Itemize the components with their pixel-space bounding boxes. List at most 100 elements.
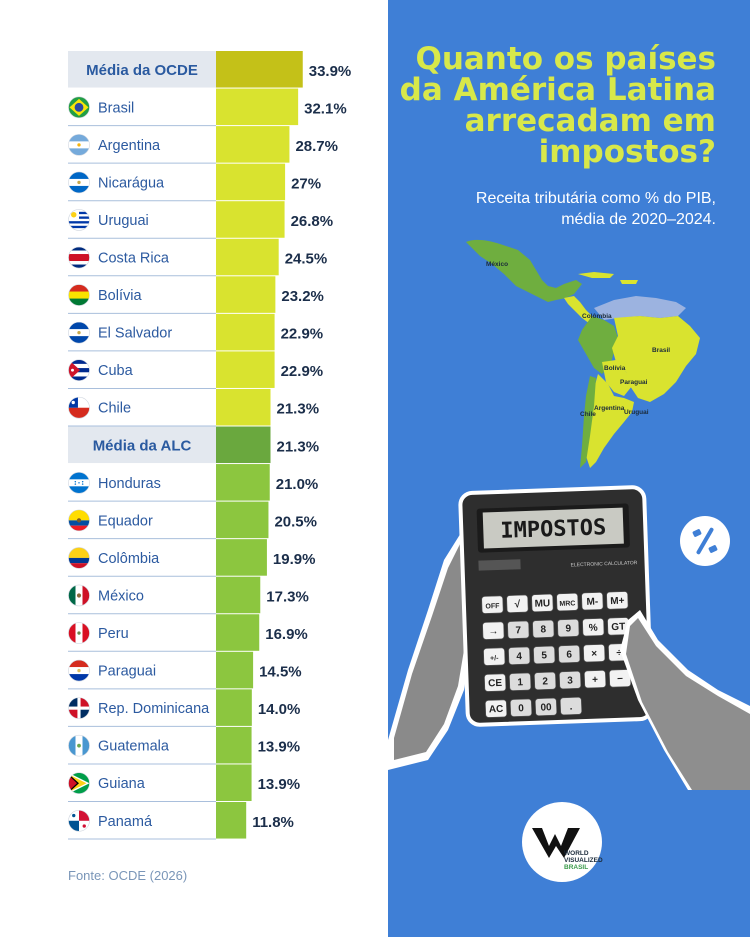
value-label: 32.1%: [304, 100, 347, 117]
bar: [216, 201, 285, 238]
flag-br-icon: [68, 96, 90, 119]
country-label: Guatemala: [98, 739, 170, 755]
logo-line-3: BRASIL: [564, 864, 589, 871]
calc-key: [481, 595, 504, 614]
calc-key-label: M+: [610, 596, 625, 607]
bar: [216, 802, 247, 839]
country-label: Panamá: [98, 814, 153, 830]
calc-key-label: MU: [534, 598, 550, 610]
bar: [216, 464, 270, 501]
value-label: 11.8%: [252, 814, 294, 831]
value-label: 19.9%: [273, 551, 316, 568]
calculator-keypad: OFF √ MU MRC M- M+→ 7 8 9% GT+/- 4 5 6 × ÷CE 1 2 3 + −AC 0 00…: [481, 591, 632, 718]
flag-ec-icon: [68, 509, 90, 532]
logo-line-2: VISUALIZED: [564, 857, 603, 864]
calc-key: [556, 593, 579, 612]
flag-ar-icon: [68, 134, 90, 156]
wv-brasil-logo: WORLD VISUALIZED BRASIL: [522, 802, 603, 882]
calc-key-label: −: [617, 674, 623, 685]
right-hand-image: [626, 618, 750, 790]
bar: [216, 426, 271, 464]
map-label-mexico: México: [486, 261, 508, 268]
map-label-colombia: Colômbia: [582, 313, 612, 320]
flag-cr-icon: [68, 246, 90, 269]
bar: [216, 651, 254, 689]
calc-key: [557, 619, 580, 638]
bar: [216, 539, 267, 576]
calc-key: [534, 671, 557, 690]
country-label: Brasil: [98, 100, 134, 116]
flag-py-icon: [68, 659, 90, 682]
calc-key: [560, 696, 582, 716]
flag-sv-icon: [68, 321, 90, 344]
bar: [216, 576, 261, 614]
calc-key: [581, 592, 604, 611]
value-label: 27%: [291, 175, 321, 192]
bar: [216, 501, 269, 539]
calculator-display: IMPOSTOS: [500, 515, 607, 544]
bar: [216, 313, 275, 351]
bar: [216, 351, 275, 388]
country-label: Honduras: [98, 476, 161, 492]
calc-key-label: CE: [488, 678, 503, 689]
flag-mx-icon: [68, 584, 90, 607]
value-label: 16.9%: [265, 626, 308, 643]
flag-gy-icon: [68, 772, 90, 795]
calc-key: [584, 670, 607, 689]
calc-key-label: 3: [567, 675, 573, 686]
country-label: Argentina: [98, 138, 161, 154]
info-panel: Quanto os países da América Latina arrec…: [388, 0, 750, 937]
value-label: 23.2%: [281, 288, 324, 305]
calc-key-label: 8: [540, 624, 546, 635]
map-label-chile: Chile: [580, 411, 596, 418]
flag-pe-icon: [68, 622, 90, 644]
calc-key-label: ×: [591, 649, 597, 660]
map-bolivia-paraguay: [602, 360, 632, 396]
calc-key-label: √: [514, 599, 520, 610]
value-label: 14.5%: [259, 664, 302, 681]
flag-cl-icon: [68, 396, 90, 419]
calc-key: [508, 646, 531, 665]
flag-do-icon: [68, 697, 90, 719]
flag-bo-icon: [68, 284, 90, 306]
avg-label-bg: [68, 426, 216, 464]
calc-key: [606, 591, 629, 610]
flag-cu-icon: [68, 359, 90, 381]
calc-key-label: MRC: [559, 600, 575, 608]
value-label: 33.9%: [309, 63, 352, 80]
calculator-illustration: IMPOSTOS ELECTRONIC CALCULATOR OFF √ MU MRC…: [388, 485, 750, 790]
calc-key-label: ÷: [616, 648, 622, 659]
bar: [216, 276, 276, 313]
calc-key: [582, 618, 605, 637]
country-label: México: [98, 588, 144, 604]
country-label: Colômbia: [98, 551, 160, 567]
calc-key-label: 4: [516, 651, 522, 662]
bar: [216, 163, 286, 201]
calc-key: [485, 699, 508, 718]
calc-key: [507, 620, 530, 639]
calc-key-label: 6: [566, 649, 572, 660]
map-label-uruguai: Uruguai: [624, 409, 649, 416]
flag-hn-icon: [68, 472, 90, 494]
bar: [216, 238, 279, 276]
percent-badge: [680, 516, 730, 566]
value-label: 21.0%: [276, 476, 319, 493]
calc-key-label: 7: [515, 625, 521, 636]
calc-key-label: 1: [517, 677, 523, 688]
calc-key-label: 9: [565, 623, 571, 634]
map-colombia-ecuador-peru: [578, 316, 618, 374]
calc-key-label: +: [592, 675, 598, 686]
flag-pa-icon: [68, 809, 90, 832]
calc-key-label: 00: [540, 702, 552, 713]
country-label: Equador: [98, 513, 153, 529]
bar: [216, 614, 260, 651]
solar-panel: [478, 559, 521, 571]
value-label: 28.7%: [295, 138, 338, 155]
logo-line-1: WORLD: [564, 850, 589, 857]
map-label-bolivia: Bolívia: [604, 365, 626, 372]
chart-title: Quanto os países da América Latina arrec…: [399, 41, 716, 170]
value-label: 13.9%: [258, 739, 301, 756]
country-label: Uruguai: [98, 213, 149, 229]
value-label: 26.8%: [291, 213, 334, 230]
map-central-america: [564, 296, 596, 324]
